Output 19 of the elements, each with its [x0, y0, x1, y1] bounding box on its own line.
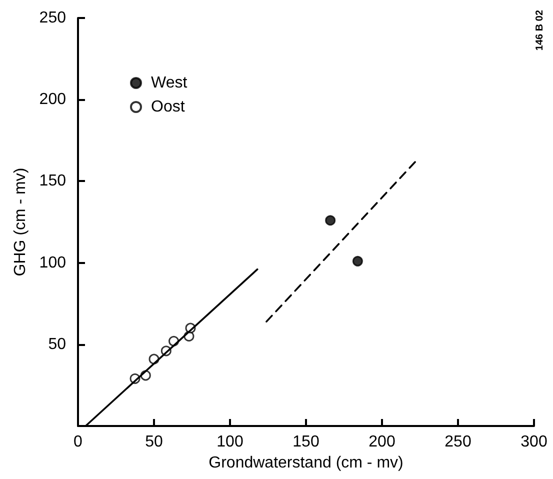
y-tick-label: 250: [39, 10, 66, 26]
x-tick-label: 100: [216, 434, 244, 450]
x-tick-label: 0: [74, 434, 83, 450]
legend-label: West: [151, 74, 188, 92]
x-tick-label: 200: [368, 434, 396, 450]
y-tick-label: 200: [39, 91, 66, 108]
x-tick-label: 250: [444, 434, 472, 450]
point: [325, 215, 336, 226]
x-axis-title: Grondwaterstand (cm - mv): [208, 454, 404, 472]
point: [352, 256, 363, 266]
y-tick-label: 50: [48, 336, 66, 353]
x-tick-label: 150: [292, 434, 320, 450]
y-tick-label: 150: [39, 172, 66, 190]
text: 146 B 02: [534, 10, 546, 51]
legend-label: Oost: [151, 98, 186, 116]
x-tick-label: 50: [145, 434, 163, 450]
y-axis-title: GHG (cm - mv): [12, 168, 29, 276]
x-tick-label: 300: [520, 434, 548, 450]
y-tick-label: 100: [39, 254, 66, 272]
